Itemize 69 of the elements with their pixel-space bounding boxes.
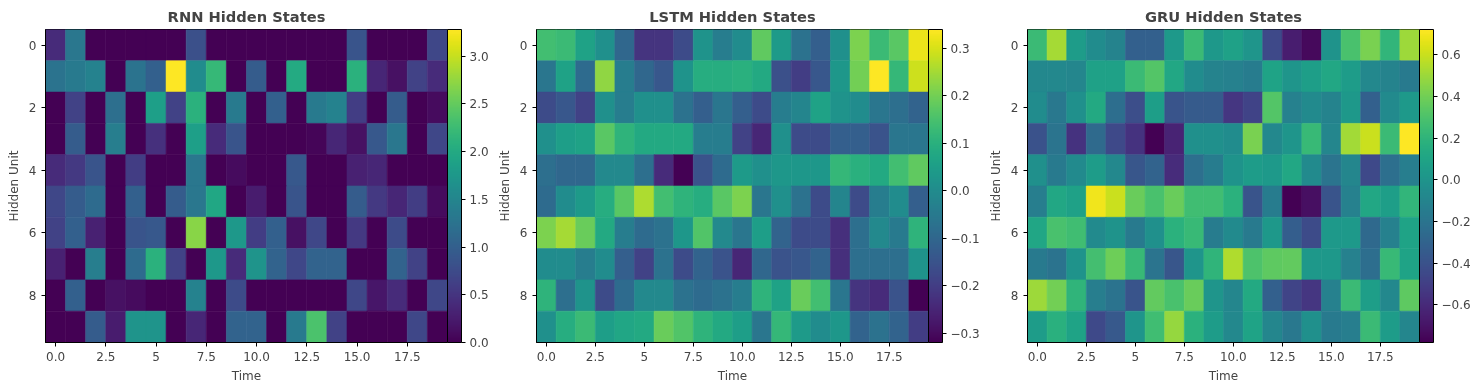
x-tick-label: 5 bbox=[152, 349, 160, 364]
y-tick-label: 4 bbox=[1010, 163, 1019, 178]
x-tick-label: 17.5 bbox=[393, 349, 421, 364]
x-tick-label: 10.0 bbox=[728, 349, 756, 364]
x-tick-label: 7.5 bbox=[196, 349, 216, 364]
color-bar-label: 0.0 bbox=[469, 336, 489, 350]
color-bar-label: 1.0 bbox=[469, 240, 489, 255]
color-bar-label: 0.3 bbox=[950, 41, 970, 56]
x-tick-label: 2.5 bbox=[585, 349, 605, 364]
x-axis-title: Time bbox=[230, 368, 262, 383]
y-axis-title: Hidden Unit bbox=[497, 150, 512, 222]
color-bar-label: 0.0 bbox=[1441, 173, 1461, 188]
x-tick-label: 15.0 bbox=[826, 349, 854, 364]
color-bar-label: 0.1 bbox=[950, 136, 970, 151]
x-tick-label: 7.5 bbox=[683, 349, 703, 364]
x-axis-title: Time bbox=[1207, 368, 1239, 383]
x-tick-label: 10.0 bbox=[1219, 349, 1247, 364]
y-tick-label: 0 bbox=[28, 38, 37, 53]
x-tick-label: 15.0 bbox=[343, 349, 371, 364]
color-bar-label: 0.0 bbox=[950, 184, 970, 199]
y-tick-label: 8 bbox=[28, 289, 37, 304]
chart-title: RNN Hidden States bbox=[167, 7, 326, 25]
color-bar-label: −0.2 bbox=[950, 279, 980, 294]
chart-title: GRU Hidden States bbox=[1144, 7, 1303, 25]
chart-title: LSTM Hidden States bbox=[649, 7, 816, 25]
x-tick-label: 2.5 bbox=[96, 349, 116, 364]
y-tick-label: 2 bbox=[28, 101, 37, 116]
y-tick-label: 8 bbox=[519, 289, 528, 304]
color-bar-label: 0.6 bbox=[1441, 48, 1461, 63]
color-bar-label: 0.5 bbox=[469, 288, 489, 303]
x-tick-label: 5 bbox=[1131, 349, 1140, 364]
x-tick-label: 2.5 bbox=[1076, 349, 1096, 364]
y-tick-label: 4 bbox=[28, 163, 37, 178]
x-tick-label: 17.5 bbox=[1366, 349, 1394, 364]
x-tick-label: 0.0 bbox=[46, 349, 66, 364]
y-tick-label: 8 bbox=[1010, 289, 1019, 304]
color-bar-label: 1.5 bbox=[469, 192, 489, 207]
y-tick-label: 0 bbox=[519, 38, 528, 53]
x-tick-label: 12.5 bbox=[1268, 349, 1296, 364]
color-bar-label: −0.4 bbox=[1441, 256, 1471, 271]
y-tick-label: 6 bbox=[519, 226, 528, 241]
y-tick-label: 0 bbox=[1010, 38, 1019, 53]
y-axis-title: Hidden Unit bbox=[6, 150, 21, 222]
x-tick-label: 12.5 bbox=[777, 349, 805, 364]
x-tick-label: 10.0 bbox=[243, 349, 270, 364]
color-bar-label: 0.2 bbox=[1441, 131, 1461, 146]
y-axis-title: Hidden Unit bbox=[988, 150, 1003, 222]
x-tick-label: 12.5 bbox=[293, 349, 321, 364]
color-bar-label: −0.3 bbox=[950, 326, 980, 341]
x-tick-label: 0.0 bbox=[536, 349, 556, 364]
y-tick-label: 2 bbox=[519, 101, 528, 116]
color-bar-label: 2.0 bbox=[469, 145, 489, 160]
color-bar-label: −0.1 bbox=[950, 231, 980, 246]
x-tick-label: 0.0 bbox=[1027, 349, 1047, 364]
color-bar-label: 0.4 bbox=[1441, 89, 1461, 104]
color-bar-label: −0.2 bbox=[1441, 214, 1471, 229]
color-bar-label: 3.0 bbox=[469, 49, 489, 64]
color-bar-label: −0.6 bbox=[1441, 298, 1471, 313]
y-tick-label: 2 bbox=[1010, 101, 1019, 116]
x-tick-label: 15.0 bbox=[1317, 349, 1345, 364]
color-bar-label: 2.5 bbox=[469, 97, 489, 112]
x-tick-label: 7.5 bbox=[1174, 349, 1194, 364]
x-tick-label: 5 bbox=[640, 349, 649, 364]
y-tick-label: 6 bbox=[28, 226, 37, 241]
x-tick-label: 17.5 bbox=[875, 349, 903, 364]
y-tick-label: 6 bbox=[1010, 226, 1019, 241]
y-tick-label: 4 bbox=[519, 163, 528, 178]
x-axis-title: Time bbox=[716, 368, 748, 383]
color-bar-label: 0.2 bbox=[950, 89, 970, 104]
